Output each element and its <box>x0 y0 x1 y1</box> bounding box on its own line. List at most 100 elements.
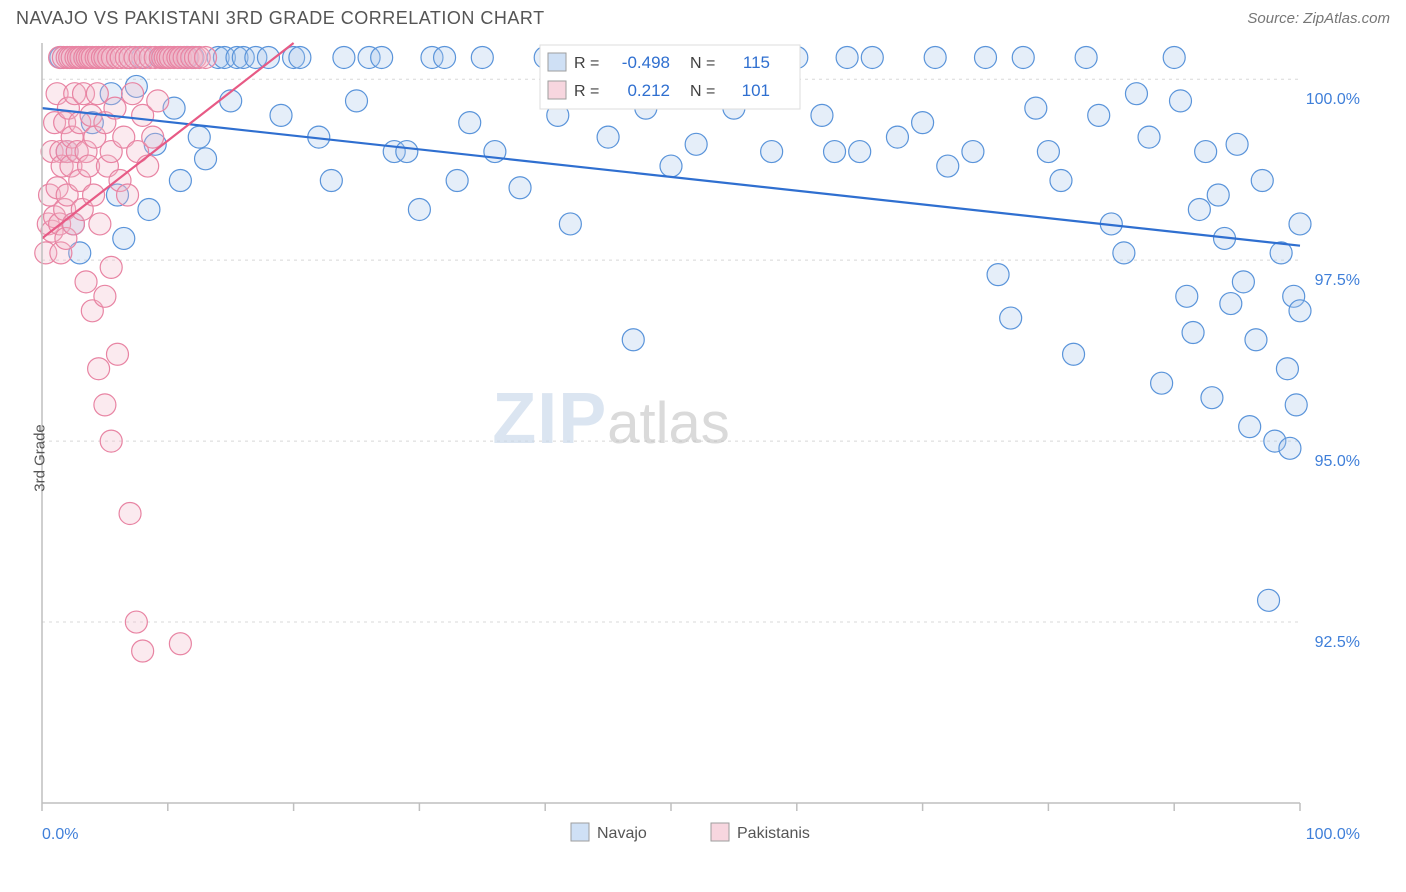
source-name: ZipAtlas.com <box>1303 10 1390 27</box>
navajo-point <box>1050 170 1072 192</box>
x-min-label: 0.0% <box>42 826 78 843</box>
navajo-point <box>1012 46 1034 68</box>
navajo-point <box>1220 293 1242 315</box>
pakistani-point <box>147 90 169 112</box>
y-tick-label: 100.0% <box>1306 91 1360 108</box>
pakistani-point <box>106 343 128 365</box>
navajo-point <box>1025 97 1047 119</box>
pakistani-point <box>89 213 111 235</box>
navajo-point <box>761 141 783 163</box>
navajo-point <box>396 141 418 163</box>
navajo-point <box>1289 213 1311 235</box>
stats-swatch <box>548 81 566 99</box>
navajo-point <box>886 126 908 148</box>
navajo-point <box>559 213 581 235</box>
navajo-point <box>660 155 682 177</box>
navajo-point <box>113 227 135 249</box>
pakistani-point <box>117 184 139 206</box>
navajo-point <box>188 126 210 148</box>
x-max-label: 100.0% <box>1306 826 1360 843</box>
navajo-point <box>1258 589 1280 611</box>
navajo-point <box>1000 307 1022 329</box>
navajo-point <box>1232 271 1254 293</box>
pakistani-point <box>132 640 154 662</box>
navajo-point <box>371 46 393 68</box>
stats-r-label: R = <box>574 55 599 72</box>
navajo-point <box>1239 416 1261 438</box>
legend-label: Pakistanis <box>737 825 810 842</box>
pakistani-point <box>142 126 164 148</box>
stats-n-value: 101 <box>742 81 770 100</box>
navajo-point <box>1245 329 1267 351</box>
navajo-point <box>346 90 368 112</box>
navajo-point <box>1163 46 1185 68</box>
navajo-point <box>509 177 531 199</box>
navajo-point <box>1251 170 1273 192</box>
navajo-point <box>1226 133 1248 155</box>
watermark: ZIPatlas <box>492 379 730 459</box>
navajo-point <box>1276 358 1298 380</box>
navajo-point <box>597 126 619 148</box>
navajo-point <box>408 198 430 220</box>
navajo-point <box>320 170 342 192</box>
navajo-point <box>924 46 946 68</box>
navajo-point <box>824 141 846 163</box>
legend-label: Navajo <box>597 825 647 842</box>
chart-area: 3rd Grade 100.0%97.5%95.0%92.5%ZIPatlas0… <box>0 33 1406 883</box>
navajo-point <box>622 329 644 351</box>
navajo-point <box>849 141 871 163</box>
pakistani-point <box>195 46 217 68</box>
navajo-point <box>962 141 984 163</box>
pakistani-point <box>100 256 122 278</box>
navajo-point <box>1176 285 1198 307</box>
navajo-point <box>1195 141 1217 163</box>
pakistani-point <box>94 394 116 416</box>
stats-r-value: 0.212 <box>627 81 670 100</box>
pakistani-point <box>137 155 159 177</box>
stats-n-value: 115 <box>743 53 770 72</box>
navajo-point <box>169 170 191 192</box>
pakistani-point <box>169 633 191 655</box>
navajo-point <box>1182 322 1204 344</box>
stats-swatch <box>548 53 566 71</box>
navajo-point <box>1289 300 1311 322</box>
navajo-point <box>1285 394 1307 416</box>
pakistani-point <box>94 285 116 307</box>
navajo-point <box>1037 141 1059 163</box>
navajo-point <box>1088 104 1110 126</box>
navajo-point <box>434 46 456 68</box>
navajo-point <box>1201 387 1223 409</box>
navajo-point <box>836 46 858 68</box>
navajo-point <box>861 46 883 68</box>
stats-r-value: -0.498 <box>622 53 670 72</box>
source-prefix: Source: <box>1247 10 1303 27</box>
y-tick-label: 92.5% <box>1315 634 1360 651</box>
pakistani-point <box>100 430 122 452</box>
navajo-point <box>1138 126 1160 148</box>
navajo-point <box>1169 90 1191 112</box>
pakistani-point <box>122 83 144 105</box>
stats-n-label: N = <box>690 83 715 100</box>
navajo-point <box>1207 184 1229 206</box>
navajo-point <box>1075 46 1097 68</box>
navajo-point <box>1151 372 1173 394</box>
navajo-point <box>270 104 292 126</box>
navajo-point <box>459 112 481 134</box>
stats-r-label: R = <box>574 83 599 100</box>
pakistani-point <box>83 184 105 206</box>
navajo-point <box>987 264 1009 286</box>
pakistani-point <box>86 83 108 105</box>
navajo-point <box>1113 242 1135 264</box>
scatter-plot-svg: 100.0% 97.5% 95.0% 92.5% ZIPatlas 0.0% 100.0% R… <box>0 33 1406 883</box>
navajo-point <box>289 46 311 68</box>
navajo-point <box>975 46 997 68</box>
chart-header: NAVAJO VS PAKISTANI 3RD GRADE CORRELATIO… <box>0 0 1406 33</box>
navajo-point <box>685 133 707 155</box>
pakistani-point <box>119 502 141 524</box>
navajo-point <box>446 170 468 192</box>
y-tick-label: 95.0% <box>1315 453 1360 470</box>
navajo-point <box>937 155 959 177</box>
navajo-point <box>1279 437 1301 459</box>
y-tick-label: 97.5% <box>1315 272 1360 289</box>
legend-swatch <box>711 823 729 841</box>
